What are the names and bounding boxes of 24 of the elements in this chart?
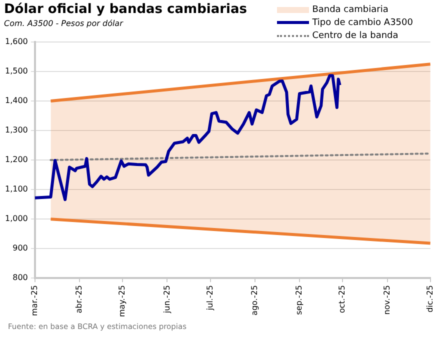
y-tick-label: 800	[12, 273, 28, 282]
x-tick-label: jun.-25	[162, 285, 172, 314]
chart-title: Dólar oficial y bandas cambiarias	[4, 2, 247, 17]
legend-label: Tipo de cambio A3500	[312, 18, 413, 28]
x-tick-label: oct.-25	[338, 285, 347, 314]
x-tick-label: nov.-25	[382, 285, 392, 315]
y-tick-label: 1,500	[4, 66, 28, 76]
legend-label: Centro de la banda	[312, 30, 398, 40]
x-tick-label: abr.-25	[74, 285, 84, 314]
chart-subtitle: Com. A3500 - Pesos por dólar	[4, 19, 123, 28]
y-tick-label: 1,300	[4, 126, 28, 135]
y-tick-label: 1,400	[4, 96, 28, 106]
x-tick-label: dic.-25	[425, 285, 434, 312]
x-tick-label: mar.-25	[30, 285, 39, 316]
y-tick-label: 1,600	[4, 37, 28, 46]
x-tick-label: sep.-25	[294, 285, 304, 315]
y-tick-label: 1,200	[4, 155, 28, 164]
y-tick-label: 1,000	[4, 214, 28, 224]
x-tick-label: may.-25	[118, 285, 127, 318]
y-tick-label: 900	[12, 244, 28, 253]
legend-label: Banda cambiaria	[312, 4, 388, 14]
x-tick-label: jul.-25	[205, 285, 214, 312]
x-tick-label: ago.-25	[250, 285, 260, 316]
y-tick-label: 1,100	[4, 184, 28, 194]
